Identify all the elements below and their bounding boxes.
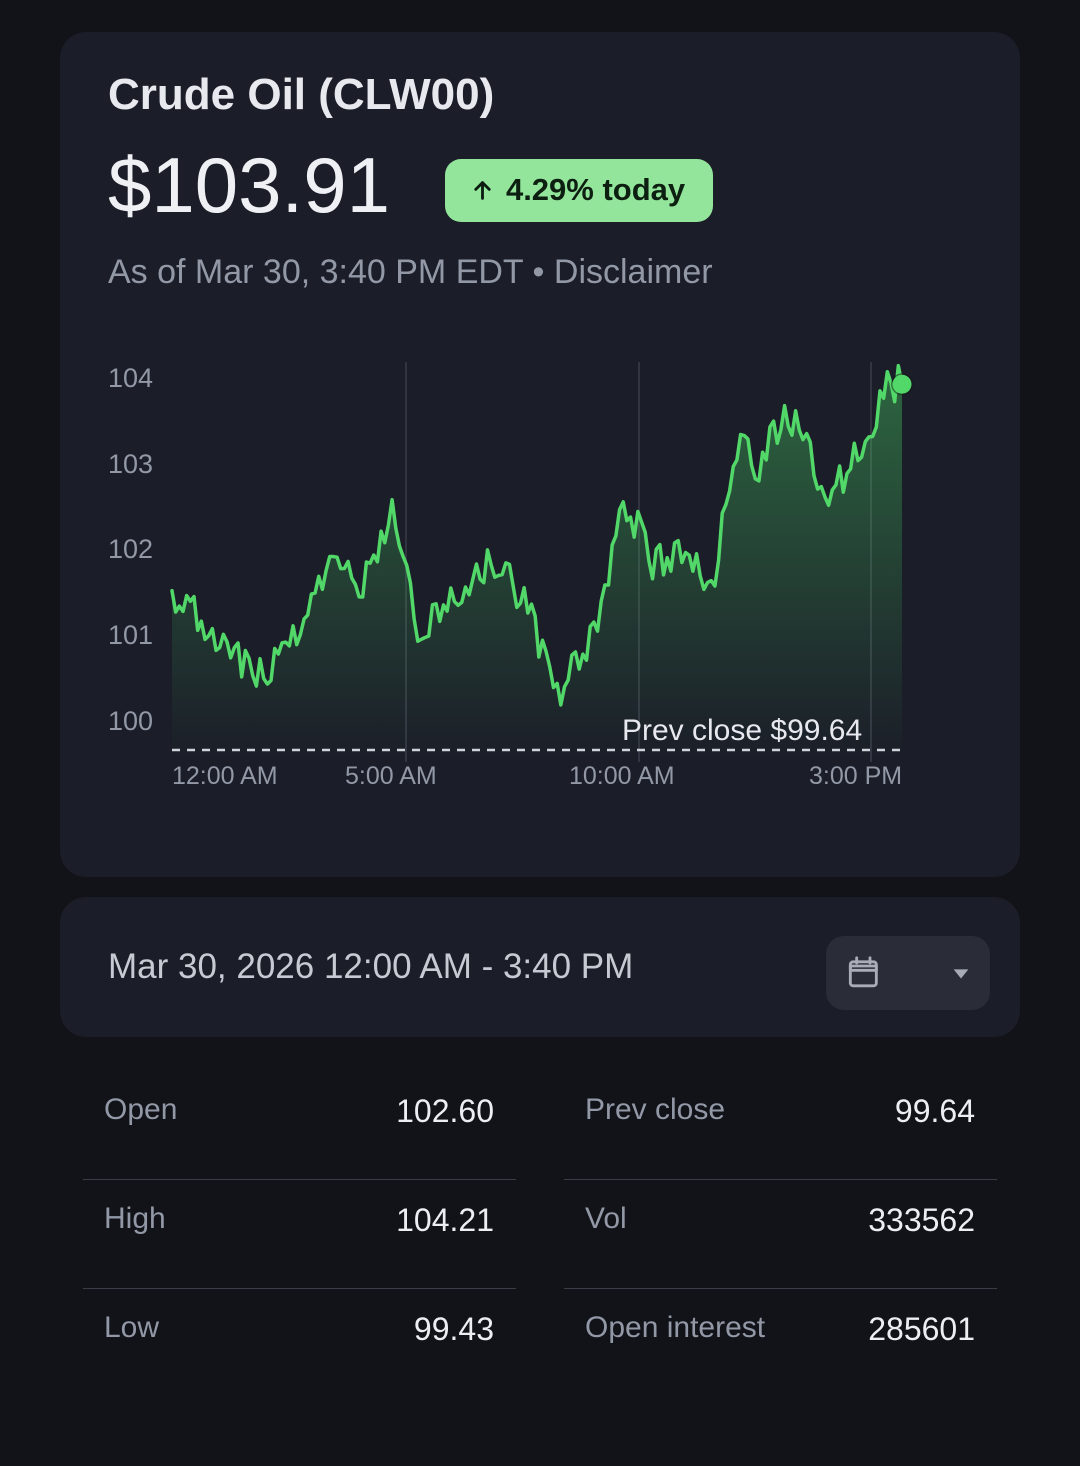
svg-text:Prev close $99.64: Prev close $99.64: [622, 714, 862, 747]
